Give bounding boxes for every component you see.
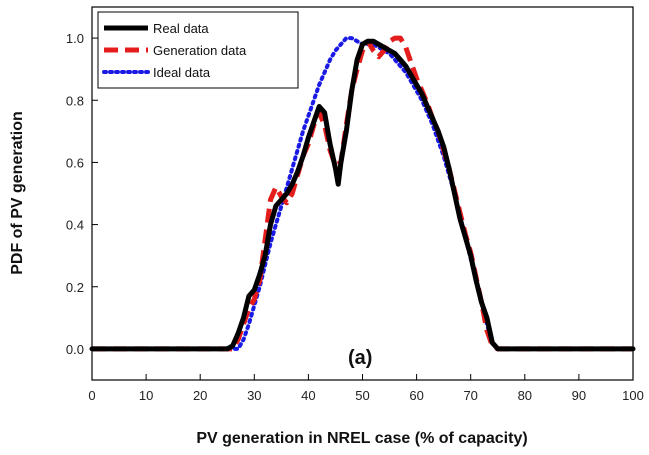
legend-label-generation: Generation data [153,43,247,58]
series-layer [89,35,636,352]
series-line-real-data [89,38,636,352]
x-tick-label: 40 [301,388,315,403]
y-tick-label: 0.6 [66,155,84,170]
x-tick-label: 100 [622,388,644,403]
legend-label-ideal: Ideal data [153,65,211,80]
y-tick-label: 0.4 [66,218,84,233]
y-tick-label: 0.0 [66,342,84,357]
x-tick-label: 60 [409,388,423,403]
series-line-generation-data [92,35,633,352]
x-tick-label: 10 [139,388,153,403]
ticks-layer: 0 10 20 30 40 50 60 70 80 90 100 0.0 0.2 0.4 0.6 0.8 1.0 [66,31,644,403]
y-tick-label: 1.0 [66,31,84,46]
legend: Real data Generation data Ideal data [97,11,299,89]
x-tick-label: 0 [88,388,95,403]
legend-label-real: Real data [153,21,209,36]
x-tick-label: 90 [572,388,586,403]
y-tick-label: 0.2 [66,280,84,295]
y-axis-title: PDF of PV generation [9,111,26,275]
y-tick-label: 0.8 [66,93,84,108]
x-tick-label: 80 [518,388,532,403]
x-tick-label: 20 [193,388,207,403]
x-axis-title: PV generation in NREL case (% of capacit… [196,430,527,447]
x-tick-label: 50 [355,388,369,403]
x-tick-label: 30 [247,388,261,403]
x-tick-label: 70 [463,388,477,403]
panel-annotation: (a) [348,347,372,369]
